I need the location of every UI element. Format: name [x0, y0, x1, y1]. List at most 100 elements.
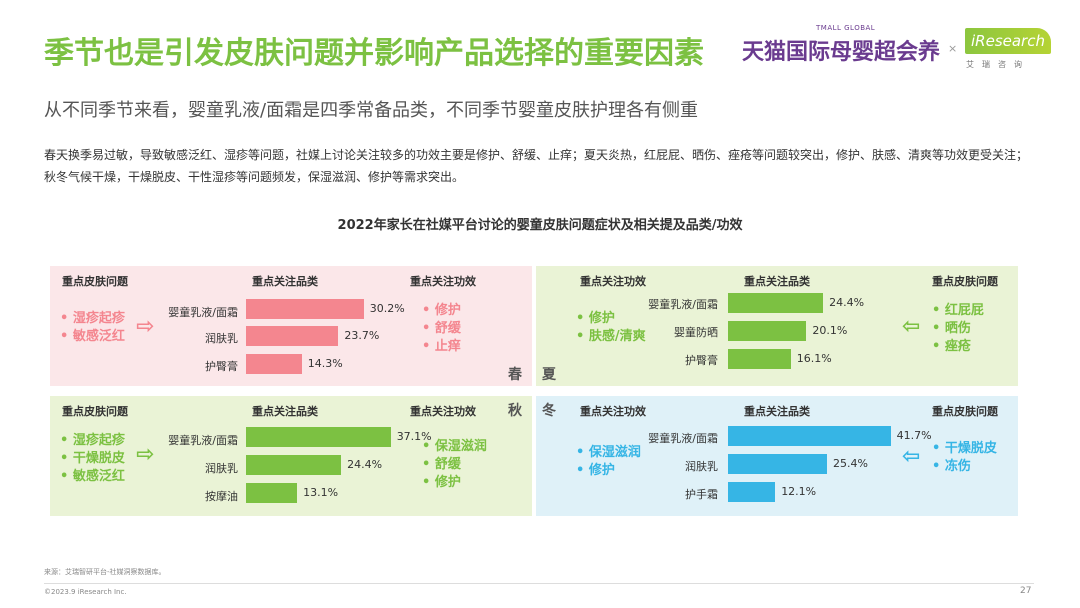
problem-list: 湿疹起疹 敏感泛红: [60, 310, 125, 346]
page-number: 27: [1020, 586, 1032, 596]
copyright: ©2023.9 iResearch Inc.: [44, 588, 127, 596]
efficacy-item: 保湿滋润: [422, 438, 487, 456]
efficacy-item: 舒缓: [422, 320, 461, 338]
season-label-winter: 冬: [542, 403, 556, 419]
value-label: 25.4%: [833, 457, 868, 470]
bar: [728, 454, 828, 474]
efficacy-item: 修护: [576, 462, 641, 480]
header-problems: 重点皮肤问题: [62, 405, 128, 418]
footer-divider: [44, 583, 1034, 584]
category-label: 婴童防晒: [674, 326, 718, 339]
tmall-brand-logo: 天猫国际母婴超会养: [742, 40, 941, 65]
value-label: 24.4%: [347, 458, 383, 471]
efficacy-item: 止痒: [422, 338, 461, 356]
header-categories: 重点关注品类: [252, 405, 318, 418]
bar: [728, 482, 776, 502]
bar: [728, 349, 791, 369]
header-categories: 重点关注品类: [744, 405, 810, 418]
problem-item: 晒伤: [932, 320, 984, 338]
efficacy-list: 修护 舒缓 止痒: [422, 302, 461, 356]
category-label: 护臀膏: [205, 360, 238, 373]
value-label: 13.1%: [303, 486, 339, 499]
bar: [246, 326, 339, 346]
bar: [728, 293, 824, 313]
header-efficacy: 重点关注功效: [410, 405, 476, 418]
problem-item: 湿疹起疹: [60, 310, 125, 328]
efficacy-item: 修护: [422, 302, 461, 320]
source-note: 来源：艾瑞智研平台-社媒洞察数据库。: [44, 568, 166, 576]
value-label: 30.2%: [369, 302, 405, 315]
category-label: 婴童乳液/面霜: [168, 434, 238, 447]
value-label: 20.1%: [812, 324, 848, 337]
bar: [246, 354, 302, 374]
arrow-right-icon: ⇨: [136, 314, 155, 339]
category-label: 婴童乳液/面霜: [168, 306, 238, 319]
page-subtitle: 从不同季节来看，婴童乳液/面霜是四季常备品类，不同季节婴童皮肤护理各有侧重: [44, 100, 699, 121]
efficacy-item: 肤感/清爽: [576, 328, 646, 346]
description-text: 春天换季易过敏，导致敏感泛红、湿疹等问题，社媒上讨论关注较多的功效主要是修护、舒…: [44, 148, 1029, 184]
problem-item: 敏感泛红: [60, 328, 125, 346]
header-efficacy: 重点关注功效: [580, 275, 646, 288]
value-label: 24.4%: [829, 296, 865, 309]
header-problems: 重点皮肤问题: [62, 275, 128, 288]
value-label: 14.3%: [307, 357, 343, 370]
header-efficacy: 重点关注功效: [410, 275, 476, 288]
value-label: 41.7%: [896, 429, 932, 442]
iresearch-cn-label: 艾瑞咨询: [966, 60, 1030, 69]
season-label-summer: 夏: [542, 367, 556, 383]
chart-title: 2022年家长在社媒平台讨论的婴童皮肤问题症状及相关提及品类/功效: [337, 218, 743, 233]
efficacy-item: 修护: [576, 310, 646, 328]
header-categories: 重点关注品类: [744, 275, 810, 288]
tmall-global-label: TMALL GLOBAL: [816, 24, 876, 32]
efficacy-list: 保湿滋润 修护: [576, 444, 641, 480]
value-label: 23.7%: [344, 329, 380, 342]
problem-item: 敏感泛红: [60, 468, 125, 486]
value-label: 12.1%: [781, 485, 817, 498]
bar: [728, 321, 807, 341]
problem-item: 红屁屁: [932, 302, 984, 320]
season-label-autumn: 秋: [508, 403, 522, 419]
category-label: 护臀膏: [685, 354, 718, 367]
category-label: 润肤乳: [685, 460, 718, 473]
header-efficacy: 重点关注功效: [580, 405, 646, 418]
problem-list: 红屁屁 晒伤 痤疮: [932, 302, 984, 356]
quadrant-winter: 冬 重点关注功效 重点关注品类 重点皮肤问题 保湿滋润 修护 婴童乳液/面霜 润…: [536, 396, 1018, 516]
problem-item: 干燥脱皮: [60, 450, 125, 468]
efficacy-item: 修护: [422, 474, 487, 492]
category-label: 婴童乳液/面霜: [648, 298, 718, 311]
iresearch-logo: iResearch: [965, 28, 1051, 54]
efficacy-list: 修护 肤感/清爽: [576, 310, 646, 346]
problem-item: 干燥脱皮: [932, 440, 997, 458]
category-label: 按摩油: [205, 490, 238, 503]
category-label: 润肤乳: [205, 332, 238, 345]
season-label-spring: 春: [508, 367, 522, 383]
problem-list: 湿疹起疹 干燥脱皮 敏感泛红: [60, 432, 125, 486]
efficacy-list: 保湿滋润 舒缓 修护: [422, 438, 487, 492]
bar: [246, 299, 364, 319]
header-categories: 重点关注品类: [252, 275, 318, 288]
category-label: 润肤乳: [205, 462, 238, 475]
problem-list: 干燥脱皮 冻伤: [932, 440, 997, 476]
bar: [728, 426, 891, 446]
efficacy-item: 舒缓: [422, 456, 487, 474]
header-problems: 重点皮肤问题: [932, 275, 998, 288]
bar: [246, 483, 298, 503]
arrow-right-icon: ⇨: [136, 442, 155, 467]
problem-item: 湿疹起疹: [60, 432, 125, 450]
category-label: 护手霜: [685, 488, 718, 501]
efficacy-item: 保湿滋润: [576, 444, 641, 462]
page-title: 季节也是引发皮肤问题并影响产品选择的重要因素: [44, 36, 704, 71]
quadrant-summer: 重点关注功效 重点关注品类 重点皮肤问题 修护 肤感/清爽 婴童乳液/面霜 婴童…: [536, 266, 1018, 386]
problem-item: 冻伤: [932, 458, 997, 476]
problem-item: 痤疮: [932, 338, 984, 356]
bar: [246, 455, 342, 475]
bar: [246, 427, 391, 447]
quadrant-autumn: 重点皮肤问题 重点关注品类 重点关注功效 秋 湿疹起疹 干燥脱皮 敏感泛红 ⇨ …: [50, 396, 532, 516]
brand-separator: ×: [948, 42, 958, 55]
value-label: 16.1%: [796, 352, 832, 365]
header-problems: 重点皮肤问题: [932, 405, 998, 418]
arrow-left-icon: ⇦: [902, 444, 921, 469]
category-label: 婴童乳液/面霜: [648, 432, 718, 445]
quadrant-spring: 重点皮肤问题 重点关注品类 重点关注功效 湿疹起疹 敏感泛红 ⇨ 婴童乳液/面霜…: [50, 266, 532, 386]
arrow-left-icon: ⇦: [902, 314, 921, 339]
